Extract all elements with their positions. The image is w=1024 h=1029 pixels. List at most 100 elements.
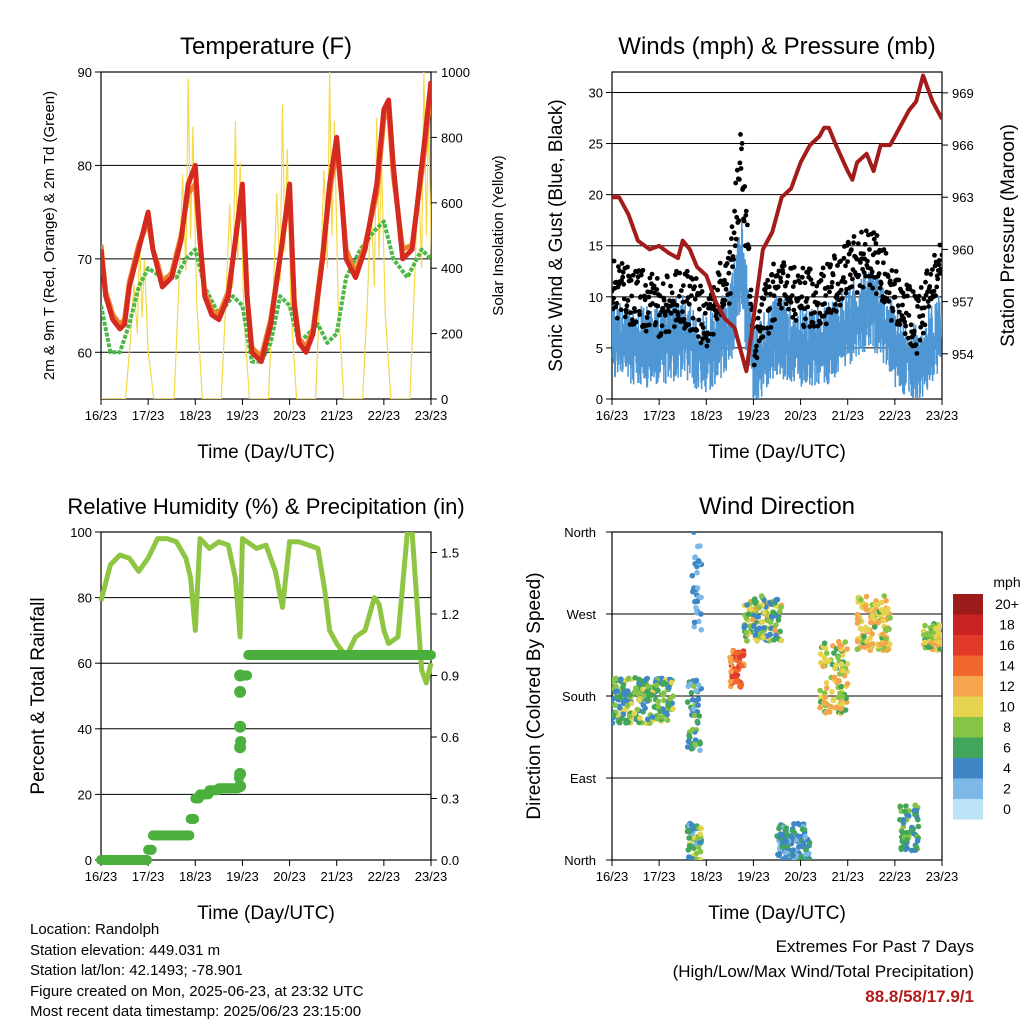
- gust-point: [892, 294, 898, 300]
- gust-point: [687, 283, 693, 289]
- gust-point: [660, 281, 666, 287]
- direction-point: [698, 627, 705, 633]
- direction-point: [903, 803, 909, 809]
- gust-point: [805, 304, 811, 310]
- location-text: Location: Randolph: [30, 921, 160, 938]
- direction-point: [904, 836, 910, 843]
- y-tick-label: East: [570, 771, 596, 786]
- direction-point: [782, 827, 789, 834]
- gust-point: [791, 307, 797, 313]
- direction-point: [885, 646, 891, 653]
- x-axis-label: Time (Day/UTC): [708, 442, 846, 463]
- y-tick-label: 20: [589, 188, 603, 203]
- gust-point: [807, 324, 813, 329]
- gust-point: [799, 274, 805, 280]
- direction-point: [835, 654, 841, 661]
- direction-point: [922, 639, 928, 646]
- direction-point: [880, 617, 887, 624]
- direction-point: [664, 711, 670, 718]
- gust-point: [829, 284, 834, 290]
- direction-point: [728, 655, 734, 661]
- gust-point: [654, 287, 660, 292]
- direction-point: [641, 692, 647, 699]
- gust-point: [724, 281, 729, 287]
- direction-point: [689, 855, 695, 860]
- gust-point: [839, 296, 845, 301]
- gust-point: [782, 283, 788, 289]
- direction-point: [694, 569, 700, 576]
- direction-point: [631, 710, 637, 717]
- direction-point: [636, 719, 642, 726]
- gust-point: [818, 278, 824, 283]
- gust-point: [694, 328, 700, 333]
- plot-area: [612, 532, 942, 860]
- direction-point: [935, 639, 942, 645]
- y-tick-label: 15: [589, 239, 603, 254]
- gust-point: [897, 322, 903, 327]
- direction-point: [689, 697, 696, 703]
- gust-point: [921, 296, 927, 302]
- direction-point: [691, 619, 698, 626]
- speed-legend: mph 20+ 18 16 14 12 10 8 6 4 2 0: [953, 574, 1021, 820]
- y-tick-label: 10: [589, 290, 603, 305]
- direction-point: [782, 849, 789, 856]
- gust-point: [823, 321, 829, 327]
- gust-point: [917, 337, 923, 343]
- direction-point: [741, 624, 747, 631]
- gust-point: [883, 250, 889, 256]
- direction-point: [752, 600, 759, 606]
- y2-tick-label: 969: [952, 86, 974, 101]
- direction-point: [689, 726, 696, 733]
- direction-point: [824, 650, 830, 656]
- gust-point: [732, 243, 738, 249]
- direction-point: [830, 697, 837, 704]
- gust-point: [777, 301, 782, 307]
- gust-point: [830, 272, 836, 278]
- gust-point: [792, 279, 798, 285]
- gust-point: [922, 322, 928, 328]
- gust-point: [843, 263, 848, 269]
- direction-point: [755, 614, 762, 620]
- gust-point: [723, 286, 729, 292]
- y-axis-label: Direction (Colored By Speed): [524, 572, 545, 819]
- gust-point: [727, 249, 733, 255]
- legend-swatch: [953, 799, 983, 820]
- direction-point: [817, 651, 824, 657]
- direction-point: [773, 622, 779, 628]
- gust-point: [789, 293, 795, 298]
- direction-point: [636, 697, 643, 703]
- y-tick-label: 60: [78, 345, 92, 360]
- extremes-title: Extremes For Past 7 Days: [775, 937, 974, 956]
- direction-point: [854, 646, 860, 653]
- direction-point: [734, 672, 741, 678]
- gust-point: [893, 268, 899, 274]
- gust-point: [861, 270, 867, 275]
- direction-point: [908, 827, 915, 834]
- x-tick-label: 20/23: [784, 408, 817, 423]
- direction-point: [904, 829, 910, 836]
- gust-point: [746, 245, 752, 251]
- gust-point: [786, 306, 791, 312]
- gust-point: [730, 264, 735, 270]
- gust-point: [777, 297, 783, 303]
- legend-label: 6: [1003, 740, 1011, 756]
- gust-point: [726, 270, 732, 276]
- gust-point: [835, 281, 841, 287]
- pressure-line: [612, 73, 942, 374]
- gust-point: [886, 299, 892, 304]
- direction-point: [765, 617, 771, 624]
- direction-point: [937, 646, 942, 652]
- gust-point: [933, 293, 938, 299]
- x-tick-label: 19/23: [226, 869, 259, 884]
- direction-point: [925, 632, 931, 638]
- x-tick-label: 17/23: [643, 869, 676, 884]
- direction-point: [761, 625, 767, 631]
- gust-point: [908, 322, 914, 328]
- gust-point: [820, 265, 826, 271]
- gust-point: [851, 234, 857, 239]
- direction-point: [824, 685, 830, 691]
- direction-point: [844, 681, 851, 687]
- direction-point: [790, 852, 796, 859]
- gust-point: [672, 324, 677, 329]
- gust-point: [808, 277, 814, 282]
